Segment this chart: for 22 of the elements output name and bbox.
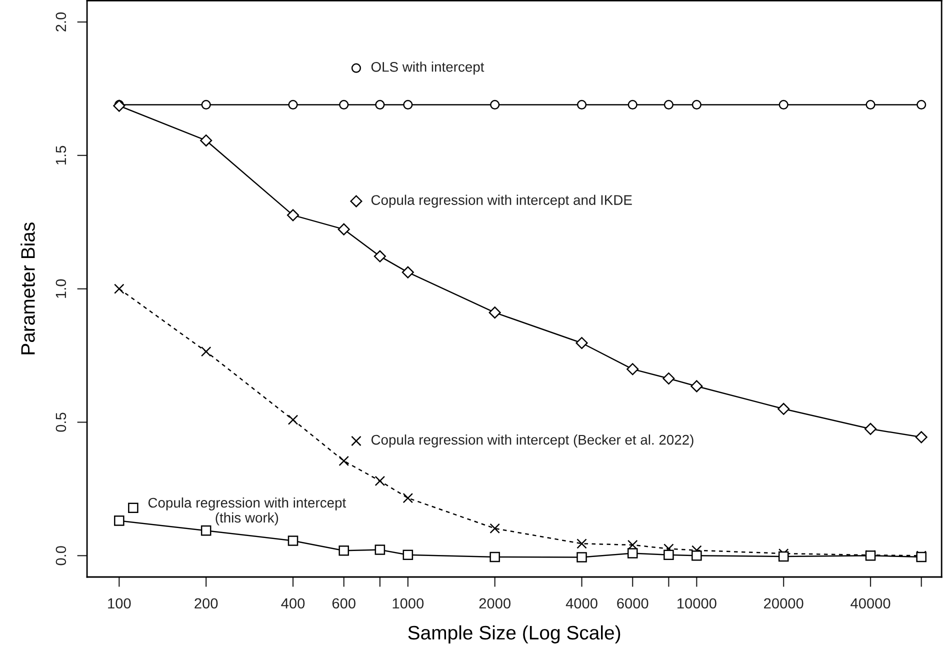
legend-label: Copula regression with intercept and IKDE [371,194,632,208]
x-tick-label: 200 [194,598,218,609]
y-tick-label: 0.0 [56,546,66,566]
x-tick-label: 2000 [479,598,510,609]
x-tick-label: 1000 [392,598,424,609]
x-tick-label: 4000 [566,598,598,609]
x-tick-label: 10000 [678,598,716,609]
y-tick-label: 2.0 [56,12,66,32]
legend-label: OLS with intercept [371,62,484,75]
legend-label: Copula regression with intercept (this work) [148,497,346,526]
y-tick-label: 1.5 [56,146,66,164]
x-tick-label: 40000 [850,598,890,609]
x-tick-label: 100 [108,598,131,609]
y-axis-title: Parameter Bias [20,222,35,354]
y-tick-label: 1.0 [56,279,66,298]
x-tick-label: 600 [332,598,356,609]
x-tick-label: 20000 [764,598,804,609]
x-tick-label: 6000 [617,598,648,609]
y-tick-label: 0.5 [56,412,66,432]
x-axis-title: Sample Size (Log Scale) [408,625,620,644]
x-tick-label: 400 [281,598,305,609]
legend-label: Copula regression with intercept (Becker et al. 2022) [371,434,694,448]
